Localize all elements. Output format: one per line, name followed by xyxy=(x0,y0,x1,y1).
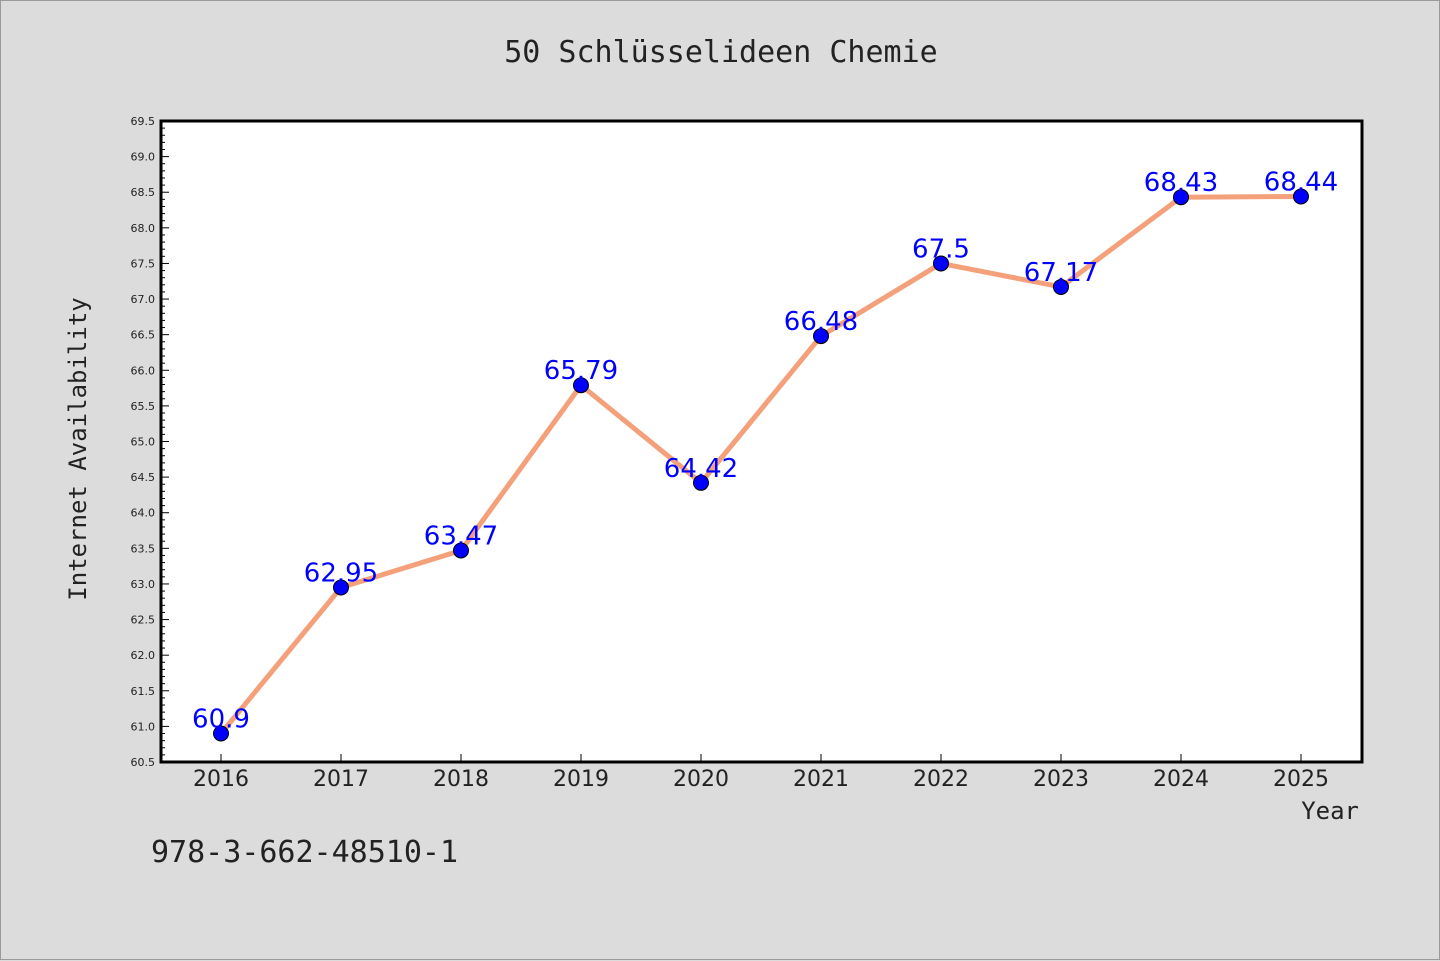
plot-area xyxy=(159,119,1364,764)
y-tick-label: 68.5 xyxy=(131,186,156,199)
data-label: 64.42 xyxy=(664,454,738,484)
y-tick-label: 65.5 xyxy=(131,400,156,413)
data-label: 62.95 xyxy=(304,559,378,589)
data-label: 67.17 xyxy=(1024,258,1098,288)
x-tick-label: 2024 xyxy=(1153,767,1209,792)
y-tick-label: 61.5 xyxy=(131,685,156,698)
x-tick-label: 2018 xyxy=(433,767,489,792)
data-label: 66.48 xyxy=(784,307,858,337)
x-tick-label: 2022 xyxy=(913,767,969,792)
y-tick-label: 67.5 xyxy=(131,257,156,270)
y-tick-label: 63.5 xyxy=(131,542,156,555)
x-axis-label: Year xyxy=(1301,797,1359,825)
y-tick-label: 62.5 xyxy=(131,614,156,627)
data-point xyxy=(1173,189,1189,206)
y-tick-label: 64.0 xyxy=(131,507,156,520)
data-point xyxy=(453,542,469,559)
x-tick-label: 2019 xyxy=(553,767,609,792)
data-label: 67.5 xyxy=(912,234,970,264)
x-tick-label: 2020 xyxy=(673,767,729,792)
x-tick-label: 2021 xyxy=(793,767,849,792)
data-point xyxy=(1053,278,1069,295)
y-tick-label: 66.0 xyxy=(131,364,156,377)
y-tick-label: 63.0 xyxy=(131,578,156,591)
y-tick-label: 69.0 xyxy=(131,151,156,164)
data-point xyxy=(933,255,949,272)
y-tick-label: 64.5 xyxy=(131,471,156,484)
y-tick-label: 66.5 xyxy=(131,329,156,342)
data-point xyxy=(693,474,709,491)
isbn-footer: 978-3-662-48510-1 xyxy=(151,835,459,870)
x-tick-label: 2023 xyxy=(1033,767,1089,792)
data-label: 68.43 xyxy=(1144,168,1218,198)
series-line xyxy=(218,193,1304,737)
data-label: 63.47 xyxy=(424,521,498,551)
y-tick-label: 60.5 xyxy=(131,756,156,769)
data-point xyxy=(1293,188,1309,205)
chart-title: 50 Schlüsselideen Chemie xyxy=(504,35,938,70)
data-label: 60.9 xyxy=(192,705,250,735)
y-tick-label: 62.0 xyxy=(131,649,156,662)
data-label: 65.79 xyxy=(544,356,618,386)
data-point xyxy=(333,579,349,596)
y-tick-label: 68.0 xyxy=(131,222,156,235)
x-tick-label: 2025 xyxy=(1273,767,1329,792)
data-label: 68.44 xyxy=(1264,167,1338,197)
y-tick-label: 67.0 xyxy=(131,293,156,306)
x-tick-label: 2016 xyxy=(193,767,249,792)
x-tick-label: 2017 xyxy=(313,767,369,792)
y-tick-label: 61.0 xyxy=(131,720,156,733)
data-point xyxy=(573,377,589,394)
y-tick-label: 69.5 xyxy=(131,115,156,128)
y-tick-label: 65.0 xyxy=(131,436,156,449)
data-point xyxy=(213,725,229,742)
data-point xyxy=(813,328,829,345)
